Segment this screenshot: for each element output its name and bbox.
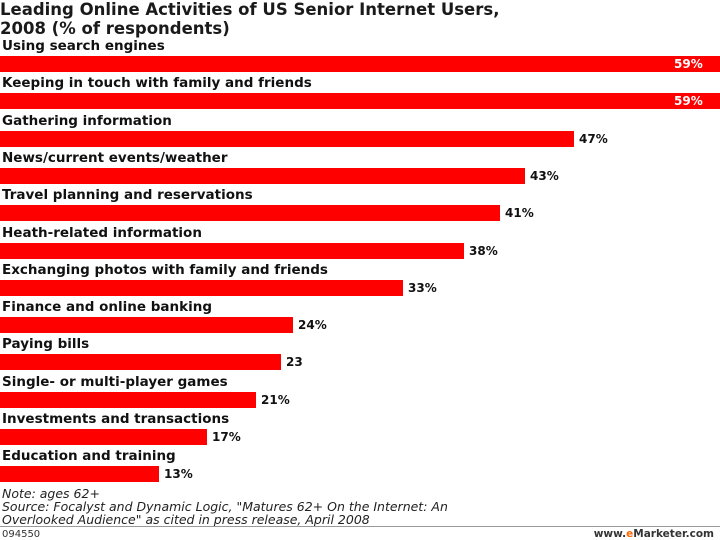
brand-accent: e [626, 528, 634, 540]
data-label: 17% [212, 430, 241, 444]
category-label: Investments and transactions [2, 411, 230, 427]
data-label: 13% [164, 467, 193, 482]
data-label: 43% [530, 168, 559, 183]
bar [0, 242, 464, 259]
chart-header: Leading Online Activities of US Senior I… [0, 0, 720, 40]
category-label: Travel planning and reservations [2, 187, 253, 204]
bar [0, 466, 159, 483]
brand-suffix: Marketer.com [633, 528, 714, 540]
data-label: 24% [298, 318, 327, 333]
bar [0, 167, 525, 184]
data-label: 47% [579, 131, 608, 146]
source-line-1: Source: Focalyst and Dynamic Logic, "Mat… [2, 499, 448, 514]
data-label: 59% [674, 57, 703, 71]
brand-prefix: www. [593, 528, 627, 540]
chart-id: 094550 [2, 529, 41, 540]
category-label: Keeping in touch with family and friends [2, 75, 312, 92]
category-label: Finance and online banking [2, 299, 212, 316]
chart-notes: Note: ages 62+ Source: Focalyst and Dyna… [0, 487, 720, 540]
bar [0, 391, 256, 408]
category-label: Paying bills [2, 336, 90, 353]
category-label: Heath-related information [2, 224, 202, 241]
bar [0, 279, 403, 296]
data-label: 23 [286, 355, 303, 370]
category-label: Gathering information [2, 112, 172, 129]
data-label: 33% [408, 280, 437, 295]
category-label: Exchanging photos with family and friend… [2, 261, 328, 278]
bar [0, 93, 720, 110]
category-label: Education and training [2, 448, 176, 465]
bar [0, 429, 207, 445]
category-label: Single- or multi-player games [2, 373, 228, 390]
data-label: 21% [261, 392, 290, 407]
data-label: 38% [469, 243, 498, 258]
bar [0, 354, 281, 371]
data-label: 59% [674, 94, 703, 109]
footer-divider [0, 526, 720, 527]
category-label: Using search engines [2, 38, 165, 54]
brand-logo[interactable]: www.eMarketer.com [594, 528, 714, 540]
bar [0, 56, 720, 72]
bar [0, 205, 500, 222]
note-text: Note: ages 62+ [2, 486, 100, 501]
bar-chart: Using search engines 59% Keeping in touch … [0, 38, 720, 484]
bar [0, 317, 293, 334]
data-label: 41% [505, 206, 534, 221]
source-line-2: Overlooked Audience" as cited in press r… [2, 512, 370, 527]
bar [0, 130, 574, 147]
chart-title: Leading Online Activities of US Senior I… [0, 0, 500, 38]
category-label: News/current events/weather [2, 149, 228, 166]
